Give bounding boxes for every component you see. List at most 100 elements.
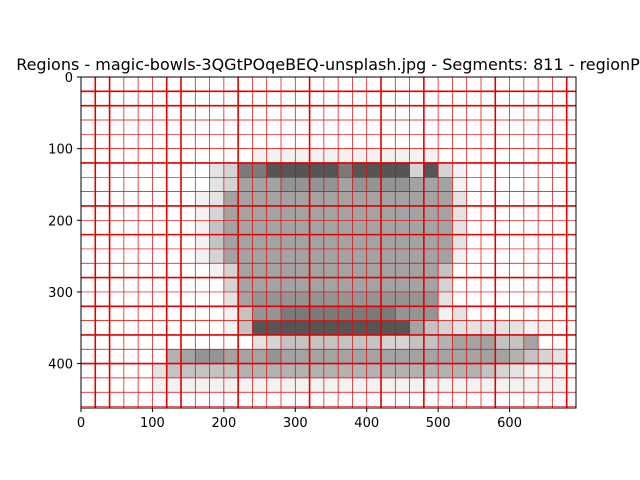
heatmap-cell	[238, 277, 253, 292]
heatmap-cell	[366, 291, 381, 307]
plot-area	[80, 76, 577, 409]
heatmap-cell	[438, 277, 453, 292]
heatmap-cell	[238, 320, 253, 335]
heatmap-cell	[323, 377, 339, 393]
heatmap-cell	[238, 220, 253, 235]
heatmap-cell	[466, 320, 481, 335]
heatmap-cell	[195, 191, 210, 206]
heatmap-cell	[509, 349, 524, 364]
heatmap-cell	[309, 263, 324, 278]
heatmap-cell	[309, 220, 324, 235]
heatmap-cell	[266, 377, 281, 393]
heatmap-cell	[338, 320, 353, 335]
segment-grid	[81, 77, 576, 408]
heatmap-cell	[323, 148, 339, 163]
heatmap-cell	[409, 349, 424, 364]
heatmap-cell	[266, 277, 281, 292]
heatmap-cell	[195, 377, 210, 393]
heatmap-cell	[295, 306, 310, 321]
heatmap-cell	[323, 248, 339, 264]
y-axis: 0 100 200 300 400	[48, 71, 81, 373]
heatmap-cell	[352, 277, 367, 292]
heatmap-cell	[309, 205, 324, 221]
heatmap-cell	[223, 277, 239, 292]
heatmap-cell	[423, 220, 439, 235]
heatmap-cell	[338, 148, 353, 163]
heatmap-cell	[395, 334, 410, 350]
heatmap-cell	[366, 306, 381, 321]
heatmap-cell	[409, 248, 424, 264]
heatmap-cell	[409, 334, 424, 350]
heatmap-cell	[452, 162, 467, 178]
heatmap-cell	[309, 320, 324, 335]
heatmap-cell	[309, 148, 324, 163]
x-axis: 0 100 200 300 400 500 600	[77, 408, 522, 431]
heatmap-cell	[266, 263, 281, 278]
heatmap-cell	[295, 363, 310, 378]
heatmap-cell	[366, 234, 381, 249]
heatmap-cell	[252, 248, 267, 264]
heatmap-cell	[438, 291, 453, 307]
heatmap-cell	[323, 162, 339, 178]
heatmap-cell	[452, 363, 467, 378]
heatmap-cell	[323, 363, 339, 378]
heatmap-cell	[423, 291, 439, 307]
heatmap-cell	[252, 263, 267, 278]
x-tick-label: 300	[283, 416, 308, 431]
heatmap-cell	[509, 377, 524, 393]
heatmap-cell	[295, 291, 310, 307]
heatmap-cell	[409, 191, 424, 206]
heatmap-cell	[523, 377, 539, 393]
heatmap-cell	[452, 220, 467, 235]
heatmap-cell	[266, 306, 281, 321]
heatmap-cell	[409, 205, 424, 221]
heatmap-cell	[523, 334, 539, 350]
heatmap-cell	[281, 349, 296, 364]
heatmap-cell	[438, 349, 453, 364]
heatmap-cell	[338, 334, 353, 350]
heatmap-cell	[252, 220, 267, 235]
heatmap-cell	[295, 248, 310, 264]
y-tick-label: 200	[48, 214, 73, 229]
heatmap-cell	[209, 349, 224, 364]
heatmap-cell	[438, 191, 453, 206]
heatmap-cell	[281, 291, 296, 307]
heatmap-cell	[266, 205, 281, 221]
heatmap-cell	[152, 363, 167, 378]
heatmap-cell	[295, 234, 310, 249]
heatmap-cell	[238, 263, 253, 278]
heatmap-cell	[395, 277, 410, 292]
heatmap-cell	[452, 205, 467, 221]
heatmap-cell	[238, 291, 253, 307]
heatmap-cell	[352, 306, 367, 321]
heatmap-cell	[195, 234, 210, 249]
heatmap-cell	[366, 334, 381, 350]
heatmap-cell	[266, 220, 281, 235]
heatmap-cell	[309, 363, 324, 378]
heatmap-cell	[338, 220, 353, 235]
heatmap-cell	[452, 191, 467, 206]
heatmap-cell	[423, 205, 439, 221]
axes-frame	[80, 76, 577, 409]
heatmap-cell	[381, 363, 396, 378]
heatmap-cell	[209, 263, 224, 278]
heatmap-cell	[466, 363, 481, 378]
heatmap-cell	[452, 320, 467, 335]
heatmap-cell	[366, 148, 381, 163]
heatmap-cell	[352, 234, 367, 249]
heatmap-cell	[295, 377, 310, 393]
heatmap-cell	[395, 306, 410, 321]
heatmap-cell	[323, 191, 339, 206]
heatmap-cell	[252, 334, 267, 350]
heatmap-cell	[495, 320, 510, 335]
heatmap-cell	[266, 162, 281, 178]
heatmap-cell	[252, 306, 267, 321]
heatmap-cell	[481, 320, 496, 335]
heatmap-cell	[381, 349, 396, 364]
heatmap-cell	[395, 148, 410, 163]
heatmap-cell	[295, 263, 310, 278]
heatmap-cell	[438, 248, 453, 264]
heatmap-cell	[438, 205, 453, 221]
heatmap-cell	[381, 177, 396, 192]
heatmap-cell	[252, 191, 267, 206]
